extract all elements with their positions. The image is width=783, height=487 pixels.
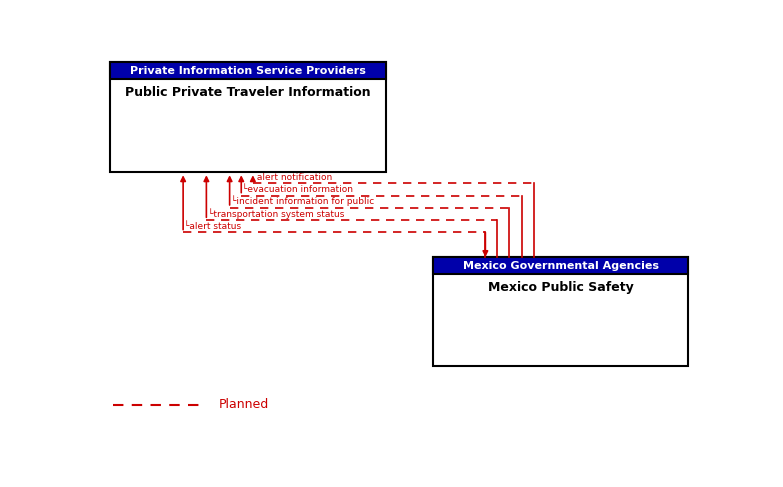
Bar [433, 257, 688, 274]
Text: └alert status: └alert status [184, 222, 241, 231]
Text: Private Information Service Providers: Private Information Service Providers [130, 66, 366, 76]
Bar [110, 62, 386, 79]
Text: alert notification: alert notification [254, 173, 332, 182]
Text: Planned: Planned [218, 398, 269, 412]
Text: └evacuation information: └evacuation information [243, 185, 353, 194]
Text: Mexico Public Safety: Mexico Public Safety [488, 281, 633, 294]
Bar [110, 62, 386, 172]
Text: Mexico Governmental Agencies: Mexico Governmental Agencies [463, 261, 659, 271]
Text: Public Private Traveler Information: Public Private Traveler Information [125, 86, 370, 99]
Bar [433, 257, 688, 366]
Text: └incident information for public: └incident information for public [231, 196, 374, 206]
Text: └transportation system status: └transportation system status [207, 208, 344, 219]
